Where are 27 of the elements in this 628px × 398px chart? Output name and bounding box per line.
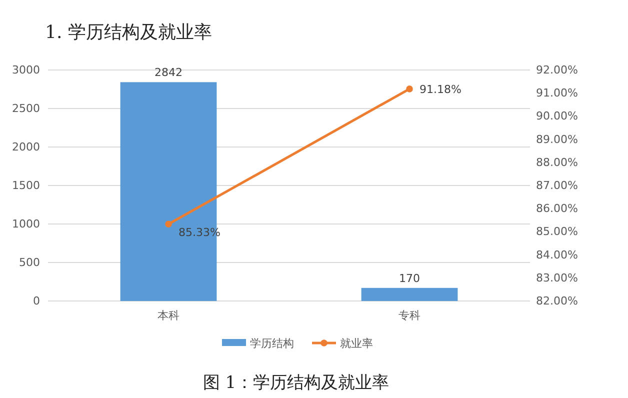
- x-tick-label: 专科: [398, 308, 420, 322]
- y-tick-label: 2500: [12, 102, 40, 116]
- y2-tick-label: 83.00%: [536, 271, 578, 284]
- y2-tick-label: 89.00%: [536, 132, 578, 146]
- y-tick-label: 500: [19, 256, 40, 270]
- y-tick-label: 0: [33, 294, 40, 308]
- y-tick-label: 1000: [12, 218, 40, 231]
- legend-label: 就业率: [340, 337, 373, 350]
- y2-tick-label: 92.00%: [536, 64, 578, 77]
- x-tick-label: 本科: [158, 308, 180, 322]
- caption: 图 1：学历结构及就业率: [202, 373, 390, 393]
- y2-tick-label: 85.00%: [536, 225, 578, 238]
- y2-tick-label: 82.00%: [536, 294, 578, 308]
- y2-tick-label: 88.00%: [536, 156, 578, 169]
- data-label: 170: [399, 272, 420, 285]
- y-tick-label: 3000: [12, 64, 40, 77]
- data-label: 91.18%: [420, 82, 462, 96]
- y-tick-label: 2000: [12, 140, 40, 154]
- y2-tick-label: 84.00%: [536, 248, 578, 262]
- chart-title: 1. 学历结构及就业率: [45, 22, 212, 43]
- y-tick-label: 1500: [12, 179, 40, 192]
- legend-label: 学历结构: [250, 337, 294, 350]
- y2-tick-label: 90.00%: [536, 110, 578, 123]
- data-label: 2842: [154, 66, 182, 80]
- y2-tick-label: 87.00%: [536, 179, 578, 192]
- y2-tick-label: 86.00%: [536, 202, 578, 216]
- y2-tick-label: 91.00%: [536, 86, 578, 100]
